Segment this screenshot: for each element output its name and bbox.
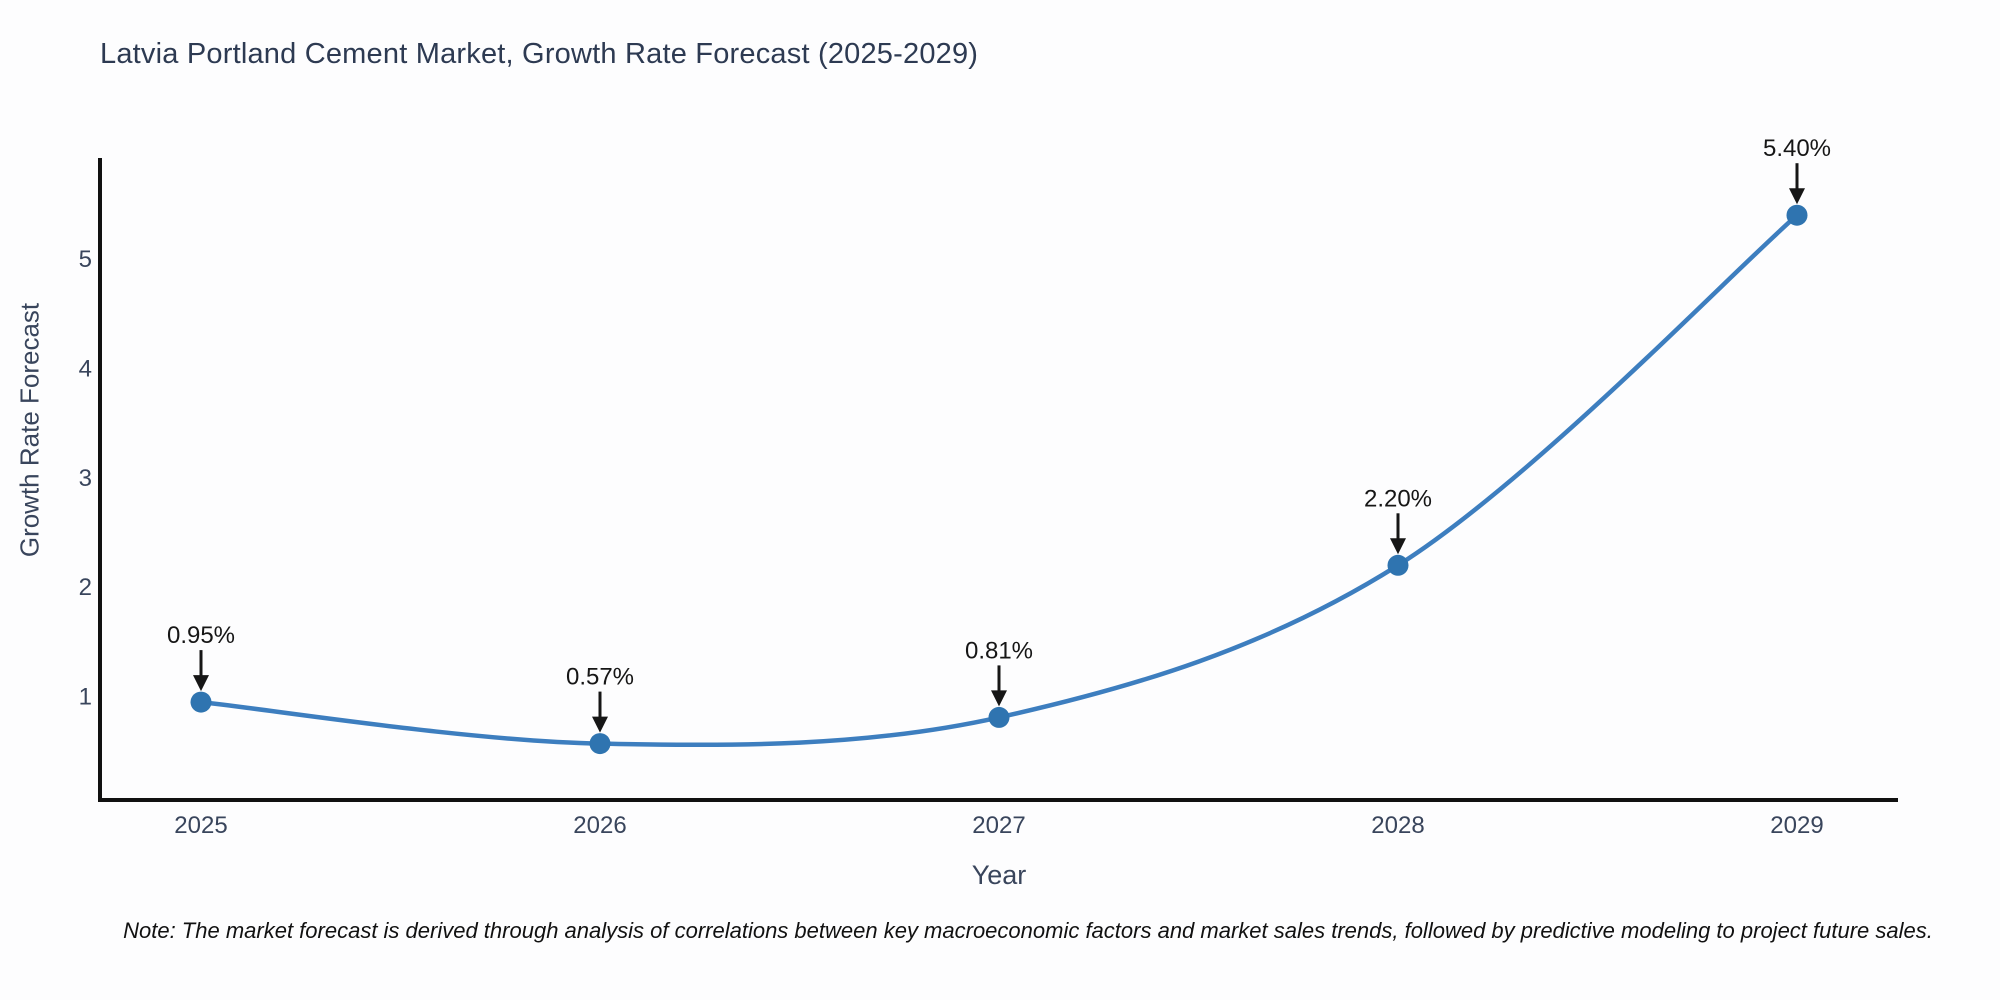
x-tick-label: 2027 xyxy=(972,812,1025,839)
data-point-2028[interactable] xyxy=(1387,554,1409,576)
annotation-label-2029: 5.40% xyxy=(1763,135,1831,162)
x-tick-label: 2028 xyxy=(1371,812,1424,839)
y-tick-label: 5 xyxy=(79,246,92,273)
axis-lines xyxy=(98,158,1898,802)
y-tick-label: 4 xyxy=(79,355,92,382)
annotation-arrow-head xyxy=(1789,188,1805,205)
annotation-arrow-head xyxy=(991,690,1007,707)
y-tick-label: 3 xyxy=(79,465,92,492)
annotation-label-2025: 0.95% xyxy=(167,622,235,649)
forecast-line xyxy=(198,212,1800,748)
annotation-label-2027: 0.81% xyxy=(965,637,1033,664)
annotation-arrow-head xyxy=(193,675,209,692)
annotation-label-2026: 0.57% xyxy=(566,664,634,691)
x-tick-label: 2029 xyxy=(1770,812,1823,839)
data-point-2026[interactable] xyxy=(589,733,611,755)
y-tick-label: 1 xyxy=(79,684,92,711)
x-tick-label: 2025 xyxy=(174,812,227,839)
chart-title: Latvia Portland Cement Market, Growth Ra… xyxy=(100,38,979,70)
footnote: Note: The market forecast is derived thr… xyxy=(123,918,1933,943)
data-point-2029[interactable] xyxy=(1786,204,1808,226)
data-point-2027[interactable] xyxy=(988,706,1010,728)
annotation-label-2028: 2.20% xyxy=(1364,485,1432,512)
annotation-arrow-head xyxy=(592,716,608,733)
data-point-2025[interactable] xyxy=(190,691,212,713)
annotation-arrow-head xyxy=(1390,538,1406,555)
y-tick-label: 2 xyxy=(79,574,92,601)
x-axis-title: Year xyxy=(971,860,1027,890)
x-tick-label: 2026 xyxy=(573,812,626,839)
